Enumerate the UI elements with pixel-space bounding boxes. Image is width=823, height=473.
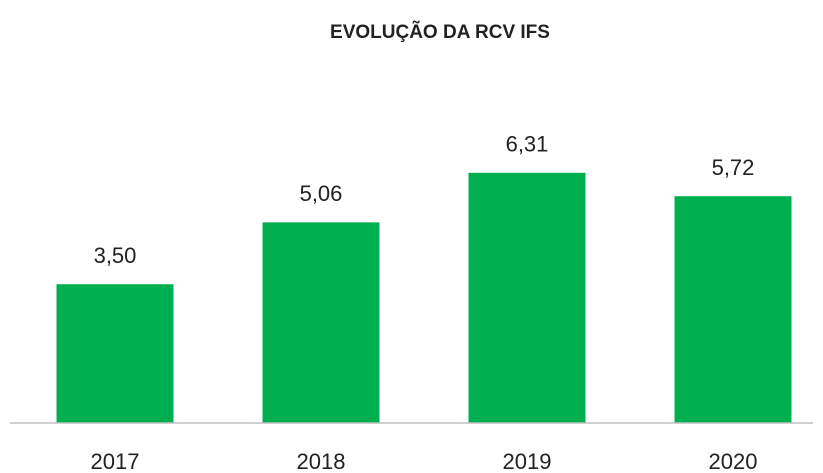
x-tick-label: 2020 [709, 449, 758, 473]
x-tick-label: 2019 [503, 449, 552, 473]
x-tick-label: 2017 [91, 449, 140, 473]
chart-title: EVOLUÇÃO DA RCV IFS [330, 21, 550, 43]
bar [674, 196, 792, 423]
data-label: 5,06 [300, 181, 343, 206]
data-label: 5,72 [712, 155, 755, 180]
bar [56, 284, 174, 423]
bar [468, 172, 586, 423]
data-label: 3,50 [94, 243, 137, 268]
data-label: 6,31 [506, 132, 549, 157]
bar [262, 222, 380, 423]
x-tick-label: 2018 [297, 449, 346, 473]
